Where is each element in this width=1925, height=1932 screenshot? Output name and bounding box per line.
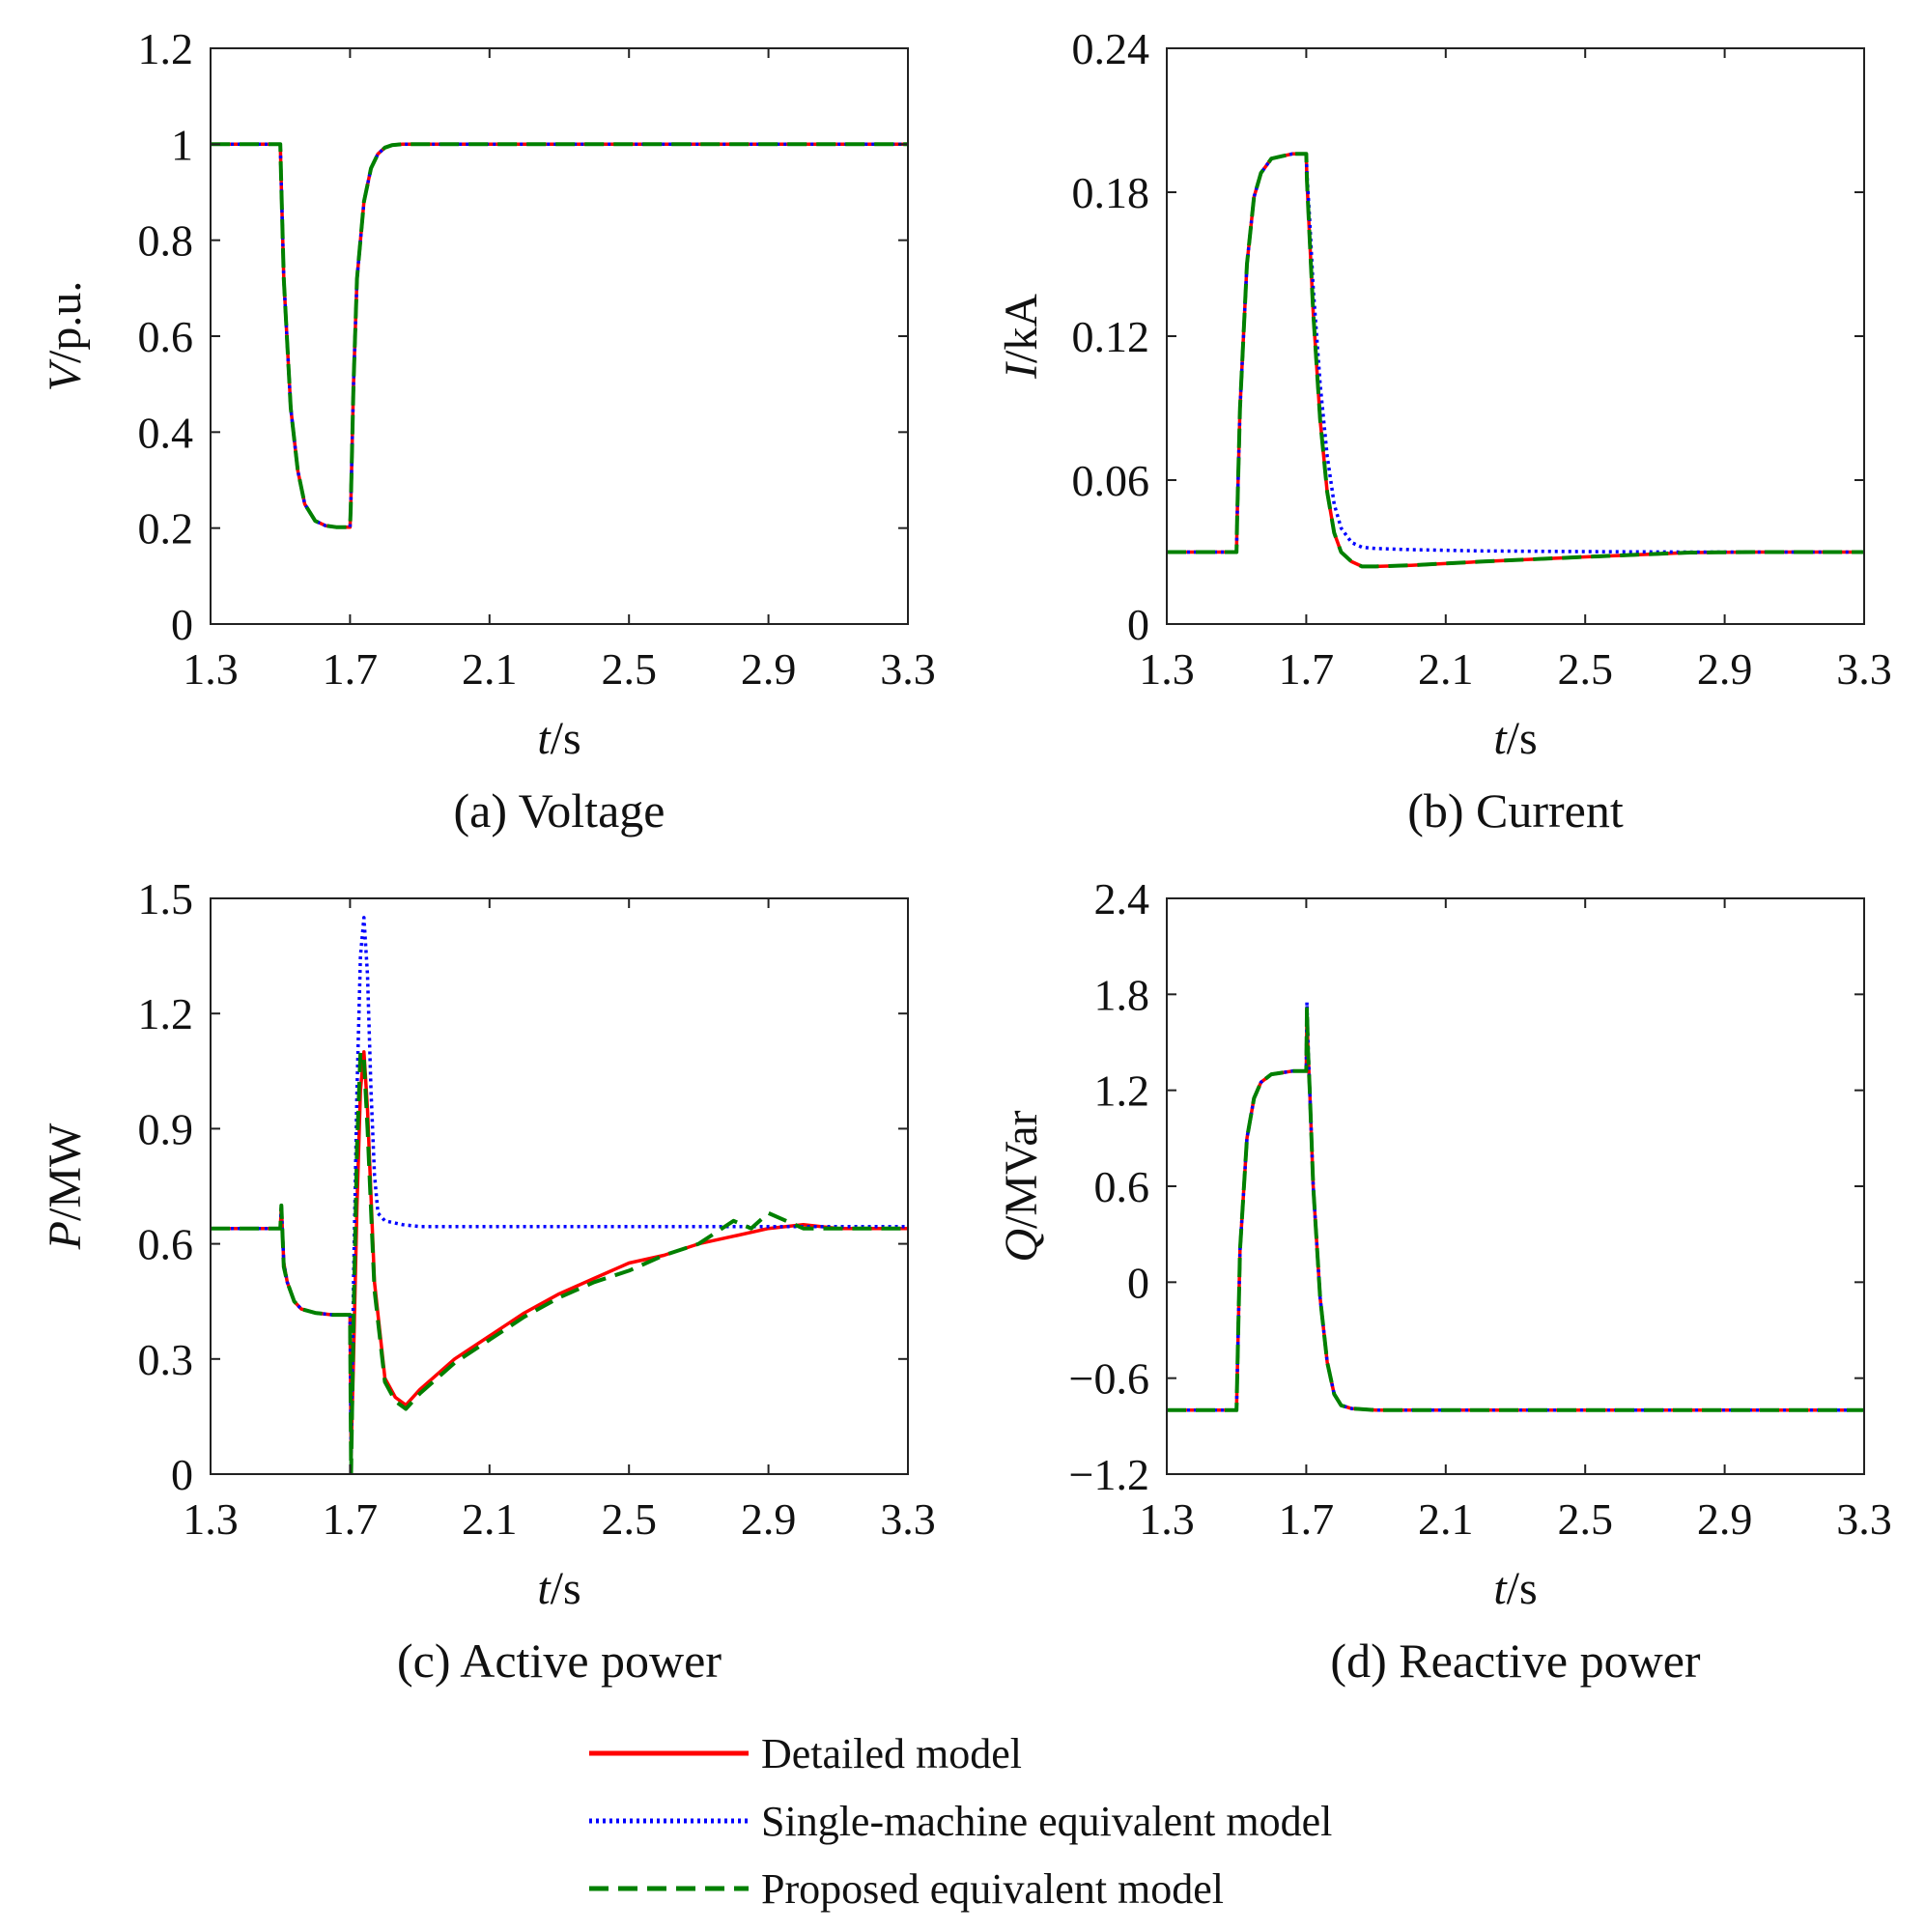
x-tick-label-d: 1.3 [1139,1494,1195,1544]
x-tick-label-d: 3.3 [1836,1494,1892,1544]
series-line-c-detailed [211,1050,908,1457]
legend: Detailed model Single-machine equivalent… [589,1730,1332,1913]
chart-panel-a: 1.3 1.7 2.1 2.5 2.9 3.3 0 0.2 0.4 0.6 0.8 1 1.2 t/s V/… [40,24,936,838]
x-tick-label-c: 2.5 [601,1494,657,1544]
panel-caption-c: (c) Active power [397,1634,722,1688]
x-tick-label-d: 1.7 [1279,1494,1335,1544]
chart-panel-c: 1.3 1.7 2.1 2.5 2.9 3.3 0 0.3 0.6 0.9 1.2 1.5 t/s P/M… [40,874,936,1688]
series-line-d-single-machine [1167,1000,1864,1412]
x-tick-label-d: 2.1 [1418,1494,1474,1544]
axes-box-d [1166,897,1865,1475]
x-tick-label-a: 2.1 [462,644,518,694]
axes-box-b [1166,47,1865,625]
panel-caption-d: (d) Reactive power [1330,1634,1701,1688]
x-tick-label-a: 2.9 [741,644,797,694]
y-tick-label-b: 0.06 [1072,456,1150,505]
axes-box-a [210,47,909,625]
chart-panel-d: 1.3 1.7 2.1 2.5 2.9 3.3 −1.2 −0.6 0 0.6 1.2 1.8 2.4 t… [996,874,1892,1688]
legend-label-proposed: Proposed equivalent model [761,1865,1224,1913]
panel-caption-b: (b) Current [1407,783,1624,838]
y-axis-label-c: P/MW [40,1122,91,1250]
series-group-b [1167,152,1864,569]
series-line-a-detailed [211,142,908,529]
y-axis-label-b: I/kA [996,294,1047,380]
x-tick-label-b: 1.3 [1139,644,1195,694]
series-group-a [211,142,908,529]
x-axis-label-d: t/s [1493,1563,1537,1614]
x-tick-label-c: 1.7 [323,1494,379,1544]
series-group-d [1167,1000,1864,1412]
x-tick-label-b: 2.9 [1697,644,1753,694]
y-tick-label-b: 0.24 [1072,24,1150,73]
y-tick-label-d: −1.2 [1069,1450,1149,1499]
x-tick-label-d: 2.5 [1557,1494,1613,1544]
x-tick-label-a: 3.3 [880,644,936,694]
legend-label-single-machine: Single-machine equivalent model [761,1798,1332,1845]
y-tick-label-c: 0.6 [138,1220,194,1269]
x-tick-label-b: 3.3 [1836,644,1892,694]
y-tick-label-d: 1.8 [1094,970,1150,1019]
legend-label-detailed: Detailed model [761,1730,1022,1777]
series-line-a-proposed [211,142,908,529]
axes-box-c [210,897,909,1475]
y-tick-label-b: 0.12 [1072,312,1150,361]
y-tick-label-c: 0 [171,1450,193,1499]
series-line-b-detailed [1167,152,1864,569]
x-tick-label-c: 1.3 [183,1494,239,1544]
chart-panels: 1.3 1.7 2.1 2.5 2.9 3.3 0 0.2 0.4 0.6 0.8 1 1.2 t/s V/… [40,24,1892,1688]
x-tick-label-d: 2.9 [1697,1494,1753,1544]
x-tick-label-b: 2.5 [1557,644,1613,694]
y-tick-label-a: 0 [171,600,193,649]
y-tick-label-b: 0.18 [1072,168,1150,217]
y-tick-label-b: 0 [1127,600,1149,649]
panel-caption-a: (a) Voltage [454,783,665,838]
series-group-c [211,916,908,1474]
y-tick-label-a: 0.2 [138,504,194,554]
x-tick-label-c: 2.9 [741,1494,797,1544]
x-tick-label-a: 2.5 [601,644,657,694]
y-axis-label-d: Q/MVar [996,1110,1047,1262]
y-tick-label-c: 0.3 [138,1335,194,1384]
chart-panel-b: 1.3 1.7 2.1 2.5 2.9 3.3 0 0.06 0.12 0.18 0.24 t/s I/… [996,24,1892,838]
x-axis-label-a: t/s [537,713,580,764]
x-tick-label-a: 1.7 [323,644,379,694]
y-tick-label-c: 1.2 [138,989,194,1038]
y-tick-label-d: −0.6 [1069,1354,1149,1404]
series-line-b-proposed [1167,152,1864,569]
series-line-a-single-machine [211,142,908,529]
y-tick-label-d: 0 [1127,1258,1149,1307]
series-line-c-proposed [211,1049,908,1474]
x-tick-label-a: 1.3 [183,644,239,694]
y-tick-label-d: 1.2 [1094,1066,1150,1116]
series-line-d-proposed [1167,1005,1864,1412]
x-tick-label-b: 2.1 [1418,644,1474,694]
y-axis-label-a: V/p.u. [40,281,91,392]
series-line-b-single-machine [1167,152,1864,554]
y-tick-label-d: 2.4 [1094,874,1150,923]
x-tick-label-b: 1.7 [1279,644,1335,694]
y-tick-label-a: 0.6 [138,312,194,361]
x-tick-label-c: 2.1 [462,1494,518,1544]
x-tick-label-c: 3.3 [880,1494,936,1544]
y-tick-label-a: 1 [171,120,193,169]
series-line-d-detailed [1167,1009,1864,1412]
y-tick-label-a: 1.2 [138,24,194,73]
x-axis-label-c: t/s [537,1563,580,1614]
y-tick-label-a: 0.8 [138,216,194,266]
y-tick-label-d: 0.6 [1094,1162,1150,1211]
series-line-c-single-machine [211,916,908,1457]
y-tick-label-a: 0.4 [138,408,194,457]
y-tick-label-c: 0.9 [138,1104,194,1153]
y-tick-label-c: 1.5 [138,874,194,923]
x-axis-label-b: t/s [1493,713,1537,764]
